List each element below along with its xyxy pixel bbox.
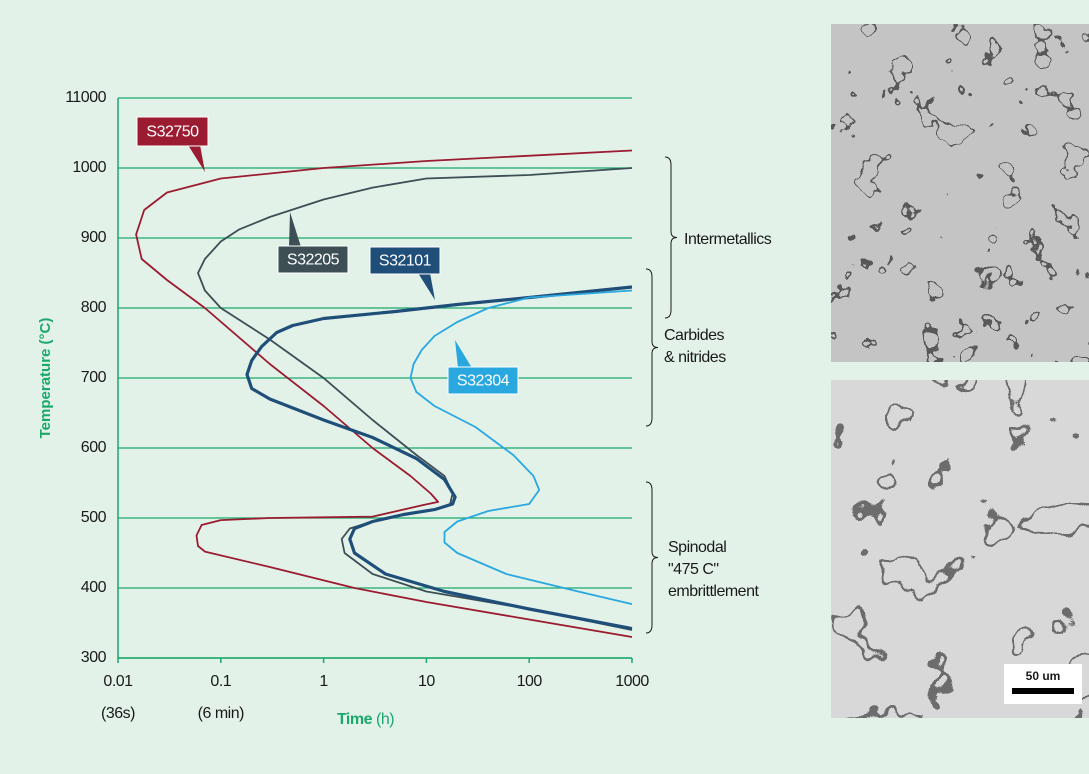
series-label: S32304 xyxy=(457,373,510,390)
y-tick-label: 700 xyxy=(81,369,107,386)
curve xyxy=(247,287,632,629)
series-label: S32750 xyxy=(146,124,199,141)
scale-bar xyxy=(1012,688,1074,694)
series-label: S32101 xyxy=(379,253,432,270)
y-tick-label: 1000 xyxy=(72,159,106,176)
x-tick-label: 1000 xyxy=(615,673,649,690)
annotation: & nitrides xyxy=(664,349,726,366)
annotation: Carbides xyxy=(664,327,725,344)
x-tick-sublabel: (6 min) xyxy=(198,705,244,722)
brace xyxy=(646,269,658,426)
y-tick-label: 600 xyxy=(81,439,107,456)
x-axis-unit: (h) xyxy=(376,711,394,728)
page: {"chart_data": {"type": "line", "ylabel"… xyxy=(0,0,1089,774)
y-tick-label: 900 xyxy=(81,229,107,246)
y-tick-label: 300 xyxy=(81,649,107,666)
brace xyxy=(646,482,658,633)
scale-bar-label: 50 um xyxy=(1026,669,1061,683)
x-tick-label: 1 xyxy=(319,673,328,690)
x-tick-label: 0.1 xyxy=(210,673,231,690)
y-tick-label: 11000 xyxy=(65,89,106,106)
x-tick-sublabel: (36s) xyxy=(101,705,135,722)
y-tick-label: 800 xyxy=(81,299,107,316)
chart: 50 um Temperature (°C) Time (h) 300 400 50… xyxy=(0,0,1089,774)
annotation: embrittlement xyxy=(668,583,759,600)
annotation: Intermetallics xyxy=(684,231,772,248)
series-label: S32205 xyxy=(287,252,340,269)
label-pointer xyxy=(289,212,301,247)
annotation: Spinodal xyxy=(668,539,726,556)
x-tick-label: 0.01 xyxy=(103,673,133,690)
y-tick-label: 400 xyxy=(81,579,107,596)
x-tick-label: 10 xyxy=(418,673,435,690)
curve xyxy=(198,168,632,630)
curve xyxy=(136,151,632,638)
label-pointer xyxy=(455,340,472,368)
micrograph-texture xyxy=(831,24,1089,362)
y-axis-title: Temperature (°C) xyxy=(37,318,54,439)
x-axis-title: Time xyxy=(337,711,373,728)
curve xyxy=(411,291,633,605)
annotation: "475 C" xyxy=(668,561,719,578)
x-tick-label: 100 xyxy=(517,673,543,690)
micrographs: 50 um xyxy=(831,24,1089,718)
label-pointer xyxy=(418,273,435,300)
y-tick-label: 500 xyxy=(81,509,107,526)
brace xyxy=(665,157,677,318)
